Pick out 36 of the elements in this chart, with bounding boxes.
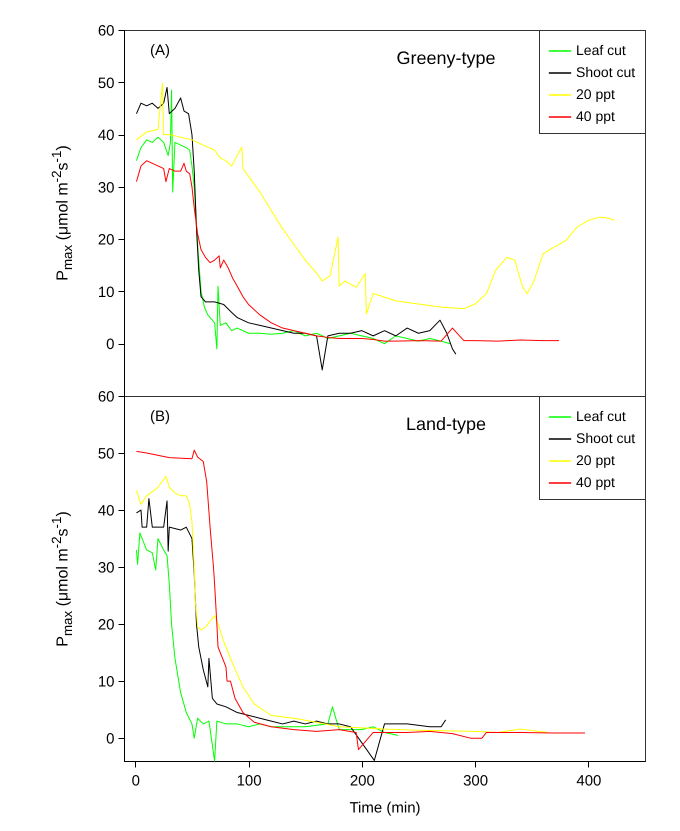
y-tick-label: 20 <box>98 232 114 249</box>
x-tick-label: 200 <box>350 772 375 790</box>
annotation: Land-type <box>406 414 486 434</box>
legend-label: 20 ppt <box>576 86 616 102</box>
y-tick-label: 30 <box>98 179 114 196</box>
y-tick-label: 60 <box>98 388 114 406</box>
x-tick-label: 0 <box>132 772 140 790</box>
legend-label: 40 ppt <box>576 474 616 490</box>
y-tick-label: 50 <box>98 446 114 463</box>
line-series <box>136 160 560 342</box>
legend-label: Shoot cut <box>576 64 636 80</box>
line-series <box>136 532 399 762</box>
legend-label: Shoot cut <box>576 430 636 446</box>
annotation: (A) <box>150 42 170 59</box>
legend-label: 40 ppt <box>576 108 616 124</box>
y-tick-label: 30 <box>98 560 114 577</box>
y-tick-label: 40 <box>98 127 114 144</box>
y-tick-label: 60 <box>98 22 114 40</box>
annotation: (B) <box>150 408 170 425</box>
y-tick-label: 50 <box>98 74 114 92</box>
x-tick-label: 100 <box>236 772 262 790</box>
y-tick-label: 0 <box>106 336 114 354</box>
x-tick-label: 300 <box>463 772 488 790</box>
legend-label: Leaf cut <box>576 408 626 424</box>
y-tick-label: 0 <box>106 730 114 748</box>
y-tick-label: 10 <box>98 674 114 691</box>
line-series <box>136 82 615 314</box>
y-tick-label: 20 <box>98 616 114 634</box>
annotation: Greeny-type <box>396 48 496 68</box>
x-axis-title: Time (min) <box>349 800 421 816</box>
line-series <box>136 476 548 733</box>
legend-label: 20 ppt <box>576 452 616 468</box>
x-tick-label: 400 <box>576 772 602 790</box>
legend-label: Leaf cut <box>576 42 626 58</box>
y-tick-label: 10 <box>98 284 114 301</box>
y-tick-label: 40 <box>98 502 114 520</box>
